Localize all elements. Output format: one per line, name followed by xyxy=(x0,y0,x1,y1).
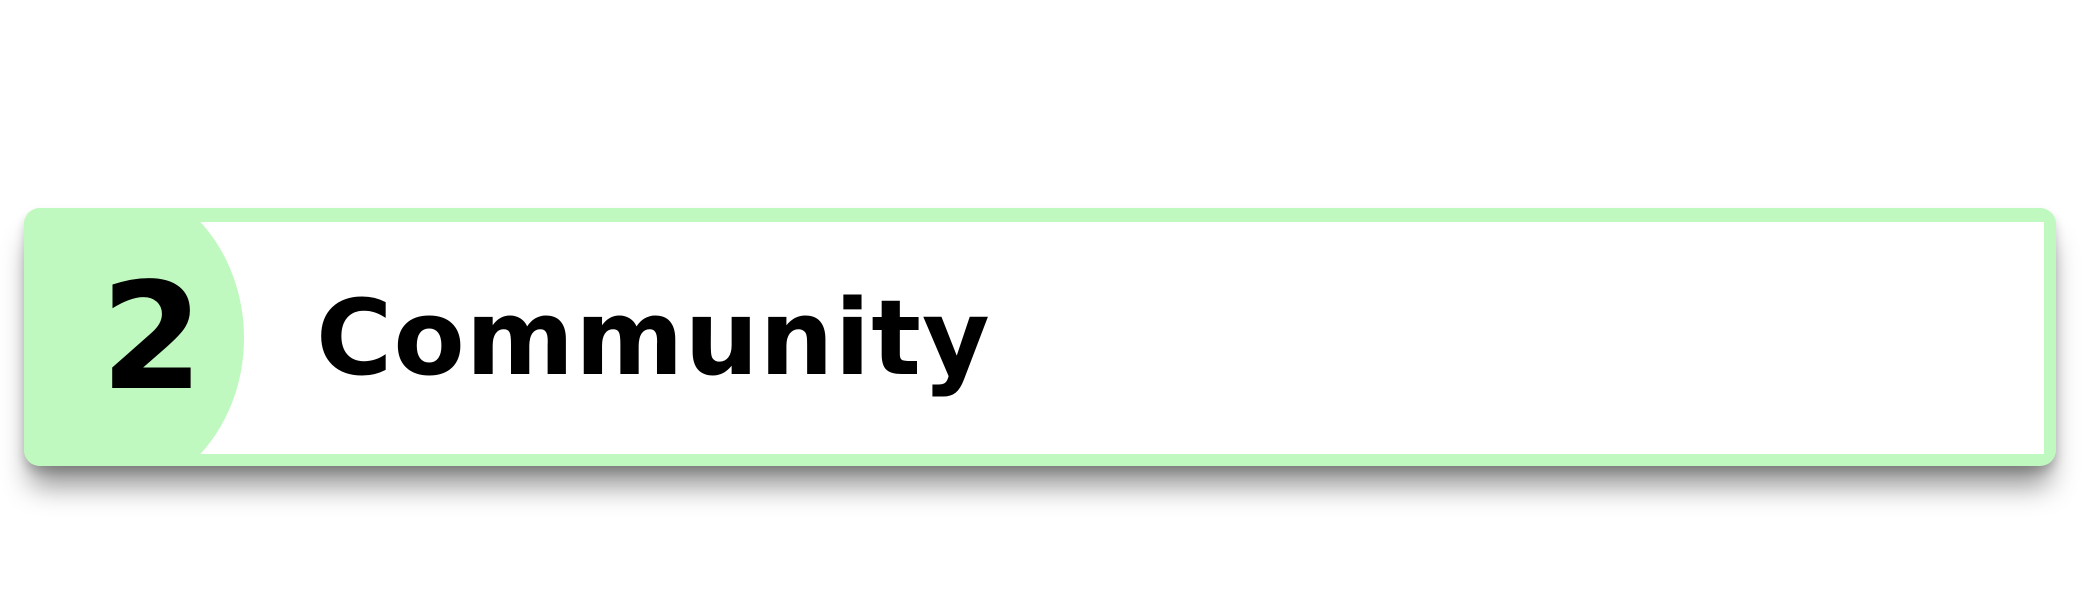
step-content-panel xyxy=(164,222,2044,454)
step-number-badge xyxy=(24,208,244,466)
step-banner: 2 Community xyxy=(24,208,2056,466)
step-title: Community xyxy=(316,277,991,399)
step-number: 2 xyxy=(100,251,204,423)
